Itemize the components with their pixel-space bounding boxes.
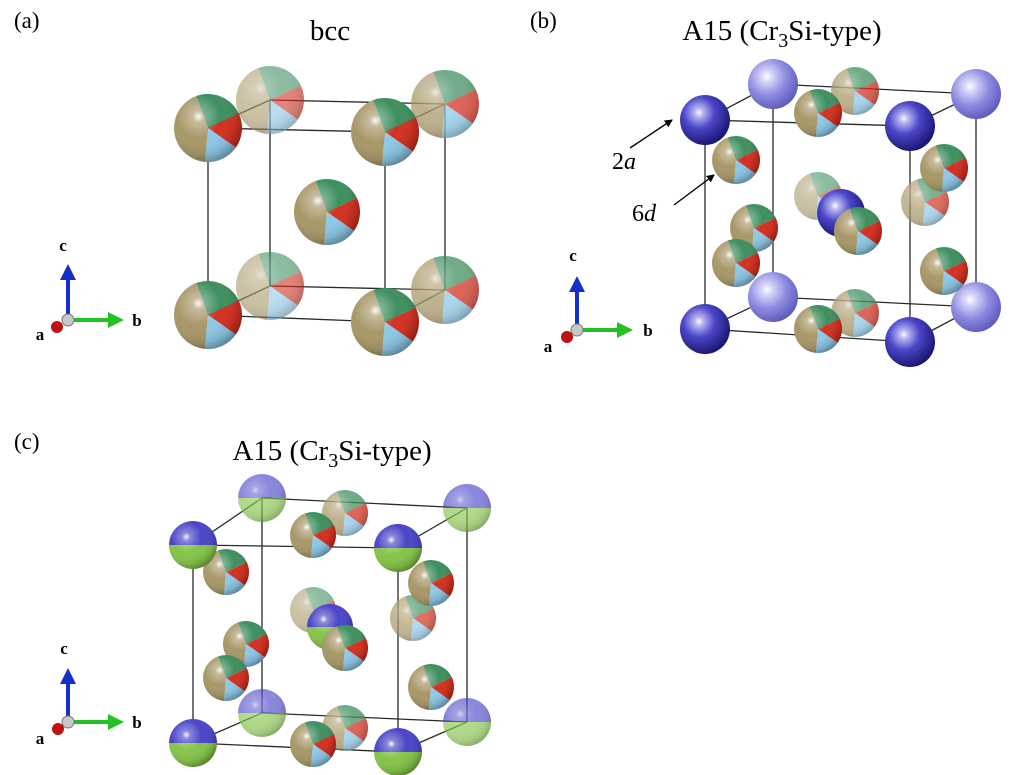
- corner-atom: [411, 70, 479, 138]
- arrow-6d-icon: [673, 174, 715, 206]
- arrow-2a-icon: [629, 119, 673, 149]
- 6d-atom: [203, 549, 249, 596]
- panel-a-title: bcc: [310, 15, 350, 47]
- 2a-atom: [374, 524, 422, 572]
- b-axis-arrow-icon: [617, 322, 633, 338]
- c-axis-arrow-icon: [60, 668, 76, 684]
- 6d-atom: [290, 721, 336, 767]
- axis-label-c: c: [569, 246, 577, 265]
- 2a-atom: [748, 59, 798, 109]
- panel-c-letter: (c): [14, 429, 40, 454]
- panel-b: (b) A15 (Cr3Si-type) 2a 6d: [530, 8, 1001, 367]
- axis-label-a: a: [544, 337, 553, 356]
- 2a-atom: [169, 521, 217, 569]
- 6d-atom: [920, 143, 969, 193]
- 6d-atom: [831, 66, 880, 115]
- site-label-2a: 2a: [612, 149, 636, 175]
- corner-atom: [174, 281, 242, 349]
- panel-b-atoms: [680, 59, 1001, 367]
- a-axis-dot-icon: [561, 331, 573, 343]
- corner-atom: [174, 94, 242, 162]
- 2a-atom: [680, 95, 730, 145]
- panel-b-letter: (b): [530, 8, 557, 33]
- site-label-6d: 6d: [632, 201, 657, 227]
- axis-label-a: a: [36, 325, 45, 344]
- a-axis-dot-icon: [52, 723, 64, 735]
- panel-a-letter: (a): [14, 8, 40, 33]
- 6d-atom: [831, 289, 880, 337]
- 2a-atom: [951, 69, 1001, 119]
- 6d-atom: [794, 88, 843, 138]
- corner-atom: [411, 255, 479, 324]
- 6d-atom: [202, 655, 249, 701]
- panel-b-title: A15 (Cr3Si-type): [682, 15, 881, 52]
- b-axis-arrow-icon: [108, 312, 124, 328]
- 6d-atom: [712, 239, 761, 287]
- panel-c-title: A15 (Cr3Si-type): [232, 435, 431, 472]
- 2a-atom: [443, 484, 491, 532]
- 2a-atom: [374, 728, 422, 775]
- axis-label-b: b: [132, 311, 141, 330]
- axis-label-b: b: [132, 713, 141, 732]
- corner-atom: [236, 252, 304, 320]
- 6d-atom: [408, 560, 454, 606]
- 2a-atom: [238, 474, 286, 522]
- 6d-atom: [900, 177, 949, 226]
- axis-label-a: a: [36, 729, 45, 748]
- 6d-atom: [290, 512, 336, 558]
- 6d-atom: [794, 305, 843, 353]
- 2a-atom: [169, 719, 217, 767]
- 6d-atom: [711, 135, 761, 185]
- panel-b-site-labels: 2a 6d: [612, 119, 715, 227]
- axis-label-b: b: [643, 321, 652, 340]
- axis-label-c: c: [59, 236, 67, 255]
- panel-a: (a) bcc c b a: [14, 8, 479, 356]
- panel-a-atoms: [174, 66, 479, 356]
- a-axis-dot-icon: [51, 321, 63, 333]
- 2a-atom: [748, 272, 798, 322]
- 6d-atom: [390, 595, 436, 641]
- c-axis-arrow-icon: [569, 276, 585, 292]
- 6d-atom: [223, 621, 269, 667]
- 2a-atom: [238, 689, 286, 737]
- 6d-atom: [920, 246, 969, 295]
- panel-c-atoms: [169, 474, 491, 775]
- corner-atom: [351, 98, 419, 166]
- 6d-atom: [408, 664, 454, 710]
- corner-atom: [235, 66, 304, 134]
- 6d-atom: [322, 625, 368, 672]
- panel-c-unit-cell: [192, 497, 468, 753]
- 2a-atom: [443, 698, 491, 746]
- panel-c: (c) A15 (Cr3Si-type) c b a: [14, 429, 491, 775]
- 6d-atom: [834, 207, 883, 255]
- body-center-atom: [294, 179, 360, 245]
- c-axis-arrow-icon: [60, 264, 76, 280]
- b-axis-arrow-icon: [108, 714, 124, 730]
- corner-atom: [351, 288, 419, 356]
- panel-b-axis-triad: c b a: [544, 246, 653, 356]
- 2a-atom: [951, 282, 1001, 332]
- 2a-atom: [885, 317, 935, 367]
- panel-c-axis-triad: c b a: [36, 639, 142, 748]
- 2a-atom: [885, 101, 935, 151]
- 2a-atom: [680, 304, 730, 354]
- panel-a-axis-triad: c b a: [36, 236, 142, 344]
- axis-label-c: c: [60, 639, 68, 658]
